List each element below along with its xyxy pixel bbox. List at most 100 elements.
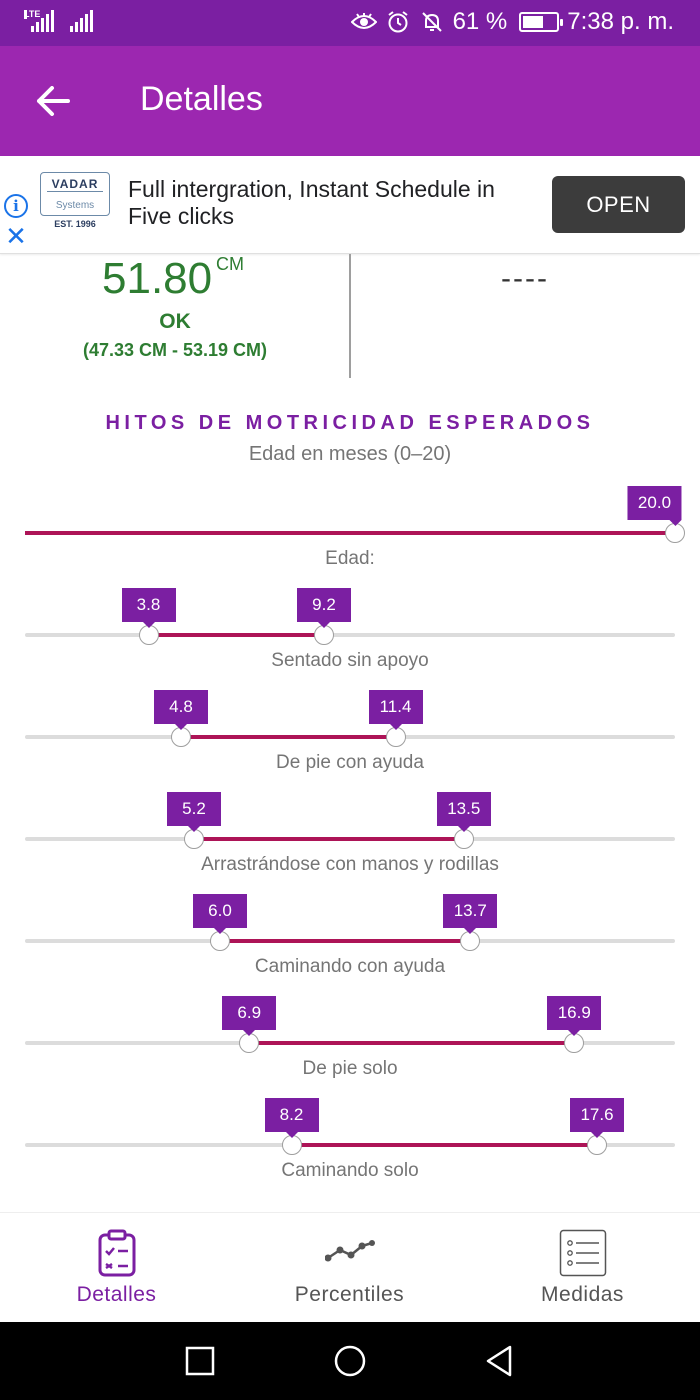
slider-thumb-low[interactable] xyxy=(138,625,159,645)
slider-label: Edad: xyxy=(325,548,375,569)
status-right-group: 61 % 7:38 p. m. xyxy=(350,8,674,36)
slider-thumb-high[interactable] xyxy=(564,1033,585,1053)
slider-low-bubble: 6.0 xyxy=(193,894,247,934)
ad-open-button[interactable]: OPEN xyxy=(552,176,685,233)
slider-range xyxy=(181,735,396,739)
measurement-range: (47.33 CM - 53.19 CM) xyxy=(82,340,268,360)
notifications-off-icon xyxy=(419,9,445,35)
nav-label-percentiles: Percentiles xyxy=(294,1283,405,1306)
milestone-slider[interactable]: 5.2 13.5 Arrastrándose con manos y rodil… xyxy=(0,790,700,880)
slider-thumb-high[interactable] xyxy=(587,1135,607,1155)
page-title: Detalles xyxy=(140,80,263,118)
slider-track xyxy=(25,633,675,637)
slider-low-bubble: 5.2 xyxy=(167,792,221,832)
measurement-status: OK xyxy=(159,310,191,333)
slider-label: De pie con ayuda xyxy=(276,752,424,773)
line-chart-icon xyxy=(324,1239,375,1268)
slider-thumb-low[interactable] xyxy=(281,1135,302,1155)
home-button[interactable] xyxy=(333,1344,367,1378)
slider-label: Caminando con ayuda xyxy=(254,956,446,977)
slider-range xyxy=(249,1041,575,1045)
ad-logo-box: VADAR Systems xyxy=(40,172,110,216)
bottom-navigation: Detalles Percentiles Medidas xyxy=(0,1212,700,1322)
slider-high-bubble: 13.7 xyxy=(443,894,498,934)
clock: 7:38 p. m. xyxy=(567,8,674,35)
vertical-divider xyxy=(349,254,351,378)
age-slider[interactable]: 20.0 Edad: xyxy=(0,484,700,574)
slider-thumb-low[interactable] xyxy=(171,727,191,747)
slider-low-bubble: 4.8 xyxy=(154,690,208,730)
slider-range xyxy=(291,1143,597,1147)
battery-icon xyxy=(519,12,564,32)
milestone-slider[interactable]: 4.8 11.4 De pie con ayuda xyxy=(0,688,700,778)
nav-item-percentiles[interactable]: Percentiles xyxy=(233,1213,466,1323)
nav-item-detalles[interactable]: Detalles xyxy=(0,1213,233,1323)
slider-thumb-low[interactable] xyxy=(184,829,204,849)
slider-low-bubble: 8.2 xyxy=(264,1098,319,1138)
milestone-slider[interactable]: 6.0 13.7 Caminando con ayuda xyxy=(0,892,700,982)
slider-thumb-high[interactable] xyxy=(314,625,334,645)
signal-group: LTE xyxy=(24,10,93,32)
close-icon[interactable]: ✕ xyxy=(5,221,27,251)
battery-percent: 61 % xyxy=(452,8,508,35)
slider-thumb-low[interactable] xyxy=(239,1033,260,1053)
slider-high-bubble: 16.9 xyxy=(547,996,602,1036)
slider-value-bubble: 20.0 xyxy=(627,486,682,526)
signal-strength-icon-2 xyxy=(70,10,93,32)
milestones-title: HITOS DE MOTRICIDAD ESPERADOS xyxy=(105,412,595,434)
square-icon xyxy=(185,1346,215,1376)
slider-range xyxy=(148,633,324,637)
slider-thumb-high[interactable] xyxy=(453,829,474,849)
nav-label-detalles: Detalles xyxy=(76,1283,157,1306)
slider-high-bubble: 13.5 xyxy=(436,792,491,832)
milestone-slider[interactable]: 6.9 16.9 De pie solo xyxy=(0,994,700,1084)
slider-high-bubble: 11.4 xyxy=(368,690,423,730)
ad-logo-est: EST. 1996 xyxy=(54,219,96,229)
slider-thumb[interactable] xyxy=(665,523,685,543)
clipboard-checklist-icon xyxy=(97,1229,137,1282)
measurement-value: 51.80 xyxy=(102,254,213,303)
measurement-unit: CM xyxy=(216,254,244,274)
list-icon xyxy=(559,1229,607,1282)
slider-low-bubble: 3.8 xyxy=(121,588,176,628)
triangle-back-icon xyxy=(486,1345,512,1377)
system-navigation-bar xyxy=(0,1322,700,1400)
signal-strength-icon-1: LTE xyxy=(24,10,54,32)
milestone-slider[interactable]: 3.8 9.2 Sentado sin apoyo xyxy=(0,586,700,676)
ad-logo-sub: Systems xyxy=(55,200,95,211)
slider-thumb-high[interactable] xyxy=(385,727,406,747)
milestone-slider[interactable]: 8.2 17.6 Caminando solo xyxy=(0,1096,700,1186)
circle-icon xyxy=(334,1345,366,1377)
back-button[interactable] xyxy=(28,76,78,126)
slider-label: Sentado sin apoyo xyxy=(271,650,429,671)
slider-high-bubble: 17.6 xyxy=(570,1098,624,1138)
measurement-card: 51.80 CM OK (47.33 CM - 53.19 CM) ---- xyxy=(0,254,700,380)
slider-range xyxy=(194,837,464,841)
eye-icon xyxy=(350,9,377,35)
slider-range xyxy=(220,939,471,943)
alarm-icon xyxy=(385,9,411,35)
ad-text[interactable]: Full intergration, Instant Schedule in F… xyxy=(128,176,495,229)
slider-label: Caminando solo xyxy=(281,1160,419,1181)
ad-logo: VADAR Systems EST. 1996 xyxy=(40,172,110,230)
app-bar: Detalles xyxy=(0,46,700,156)
slider-label: De pie solo xyxy=(302,1058,398,1079)
status-bar: LTE 61 % 7:38 p. m. xyxy=(0,0,700,46)
slider-range xyxy=(25,531,675,535)
nav-item-medidas[interactable]: Medidas xyxy=(466,1213,699,1323)
slider-thumb-low[interactable] xyxy=(210,931,230,951)
nav-label-medidas: Medidas xyxy=(541,1283,624,1306)
milestones-subtitle: Edad en meses (0–20) xyxy=(248,443,452,465)
info-icon[interactable]: i xyxy=(4,194,28,218)
slider-high-bubble: 9.2 xyxy=(297,588,351,628)
system-back-button[interactable] xyxy=(482,1344,516,1378)
arrow-back-icon xyxy=(37,86,70,116)
lte-label: LTE xyxy=(24,9,41,19)
battery-fill xyxy=(523,16,543,28)
recents-button[interactable] xyxy=(183,1344,217,1378)
slider-label: Arrastrándose con manos y rodillas xyxy=(201,854,499,875)
secondary-value: ---- xyxy=(501,262,549,295)
slider-thumb-high[interactable] xyxy=(460,931,481,951)
ad-banner[interactable]: i ✕ VADAR Systems EST. 1996 Full intergr… xyxy=(0,156,700,254)
ad-logo-name: VADAR xyxy=(47,177,103,192)
